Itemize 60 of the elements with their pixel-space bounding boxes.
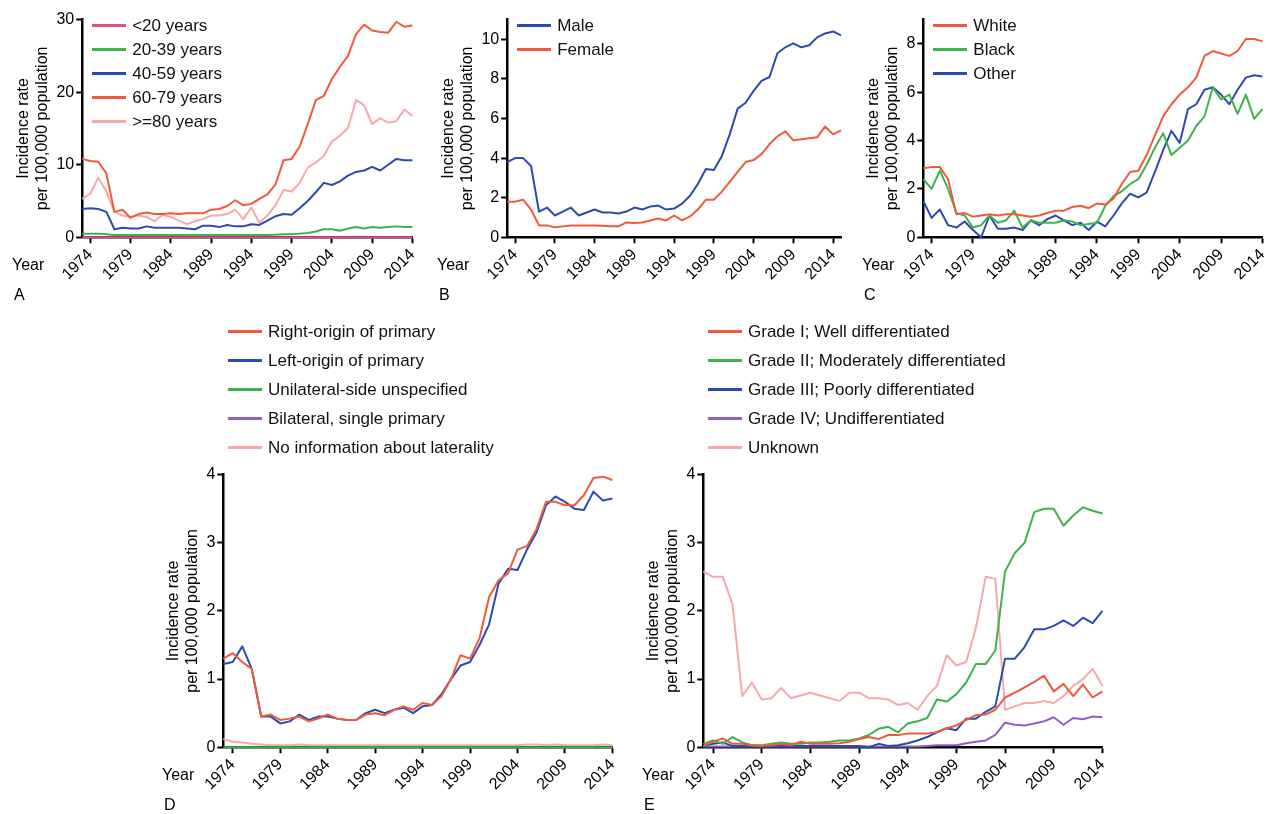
y-tick-label: 0 <box>206 737 216 755</box>
y-tick-label: 4 <box>686 465 696 483</box>
y-tick-label: 8 <box>490 69 500 87</box>
text: C <box>864 286 876 304</box>
text: D <box>164 796 176 814</box>
x-axis-title: Year <box>162 765 195 783</box>
legend-label: >=80 years <box>132 111 218 132</box>
y-tick-label: 4 <box>490 148 500 166</box>
y-axis-title: Incidence rate per 100,000 population <box>864 46 901 211</box>
legend-label: Other <box>973 63 1016 84</box>
y-tick-label: 8 <box>906 34 916 52</box>
y-axis-title: Incidence rate per 100,000 population <box>439 46 476 211</box>
legend-label: <20 years <box>132 15 208 36</box>
y-tick-label: 1 <box>206 669 216 687</box>
legend-label: Right-origin of primary <box>268 321 436 342</box>
y-tick-label: 3 <box>206 533 216 551</box>
x-axis-title: Year <box>437 255 470 273</box>
y-axis-title: Incidence rate per 100,000 population <box>164 529 201 693</box>
legend-label: Unilateral-side unspecified <box>268 379 468 400</box>
legend-label: Grade II; Moderately differentiated <box>748 350 1006 371</box>
legend-label: Grade III; Poorly differentiated <box>748 379 975 400</box>
y-tick-label: 0 <box>906 227 916 245</box>
y-tick-label: 6 <box>906 82 916 100</box>
text: A <box>14 286 25 304</box>
text: E <box>644 796 655 814</box>
legend-label: 40-59 years <box>132 63 222 84</box>
legend-label: Grade I; Well differentiated <box>748 321 950 342</box>
y-tick-label: 0 <box>686 737 696 755</box>
y-tick-label: 4 <box>906 130 916 148</box>
y-tick-label: 20 <box>56 82 75 100</box>
legend-label: 20-39 years <box>132 39 222 60</box>
legend-label: Female <box>557 39 614 60</box>
y-tick-label: 10 <box>56 155 75 173</box>
legend-label: 60-79 years <box>132 87 222 108</box>
y-axis-title: Incidence rate per 100,000 population <box>14 46 51 211</box>
y-tick-label: 4 <box>206 465 216 483</box>
legend-label: White <box>973 15 1017 36</box>
legend-label: Black <box>973 39 1015 60</box>
y-tick-label: 1 <box>686 669 696 687</box>
legend-label: Male <box>557 15 595 36</box>
legend-label: No information about laterality <box>268 437 494 458</box>
y-tick-label: 2 <box>490 188 500 206</box>
y-tick-label: 6 <box>490 108 500 126</box>
y-tick-label: 0 <box>490 227 500 245</box>
legend-label: Left-origin of primary <box>268 350 424 371</box>
legend-label: Unknown <box>748 437 819 458</box>
y-tick-label: 2 <box>686 601 696 619</box>
y-tick-label: 30 <box>56 10 75 28</box>
y-axis-title: Incidence rate per 100,000 population <box>644 529 681 693</box>
x-axis-title: Year <box>12 255 45 273</box>
legend-label: Grade IV; Undifferentiated <box>748 408 945 429</box>
y-tick-label: 2 <box>206 601 216 619</box>
legend-label: Bilateral, single primary <box>268 408 445 429</box>
x-axis-title: Year <box>642 765 675 783</box>
x-axis-title: Year <box>862 255 895 273</box>
y-tick-label: 0 <box>65 227 75 245</box>
y-tick-label: 2 <box>906 179 916 197</box>
y-tick-label: 10 <box>481 29 500 47</box>
text: B <box>439 286 450 304</box>
y-tick-label: 3 <box>686 533 696 551</box>
